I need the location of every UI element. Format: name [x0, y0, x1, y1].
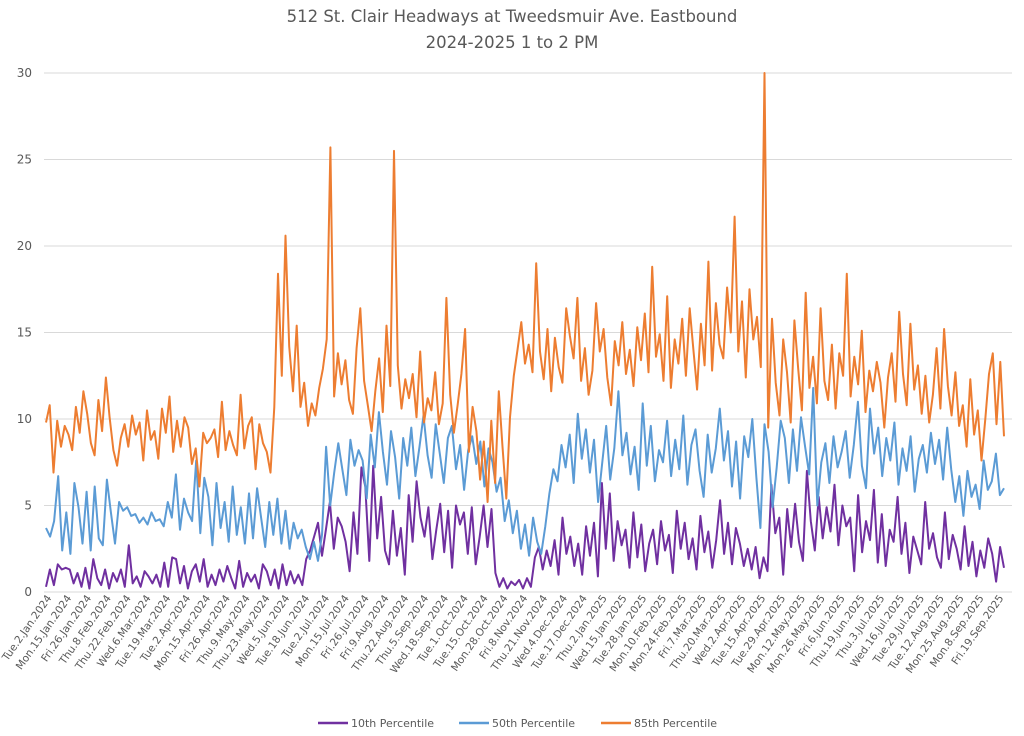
series-line-85th-percentile	[45, 72, 1005, 503]
legend-label: 85th Percentile	[634, 717, 717, 730]
chart-title: 512 St. Clair Headways at Tweedsmuir Ave…	[287, 7, 738, 26]
y-tick-label: 10	[17, 412, 32, 426]
legend-label: 50th Percentile	[492, 717, 575, 730]
legend-item: 50th Percentile	[459, 717, 575, 730]
y-tick-label: 25	[17, 153, 32, 167]
legend-item: 85th Percentile	[601, 717, 717, 730]
legend: 10th Percentile 50th Percentile 85th Perce…	[318, 717, 717, 730]
series-lines	[45, 72, 1005, 590]
gridlines	[44, 72, 1012, 593]
y-tick-label: 15	[17, 326, 32, 340]
legend-item: 10th Percentile	[318, 717, 434, 730]
legend-label: 10th Percentile	[351, 717, 434, 730]
y-tick-label: 5	[24, 499, 32, 513]
x-axis: Tue.2.Jan.2024Mon.15.Jan.2024Fri.26.Jan.…	[0, 593, 1006, 676]
series-line-10th-percentile	[45, 464, 1005, 590]
series-line-50th-percentile	[45, 386, 1005, 562]
y-tick-label: 0	[24, 585, 32, 599]
y-tick-label: 30	[17, 66, 32, 80]
y-axis: 0 5 10 15 20 25 30	[17, 66, 32, 599]
y-tick-label: 20	[17, 239, 32, 253]
chart-subtitle: 2024-2025 1 to 2 PM	[426, 33, 599, 52]
